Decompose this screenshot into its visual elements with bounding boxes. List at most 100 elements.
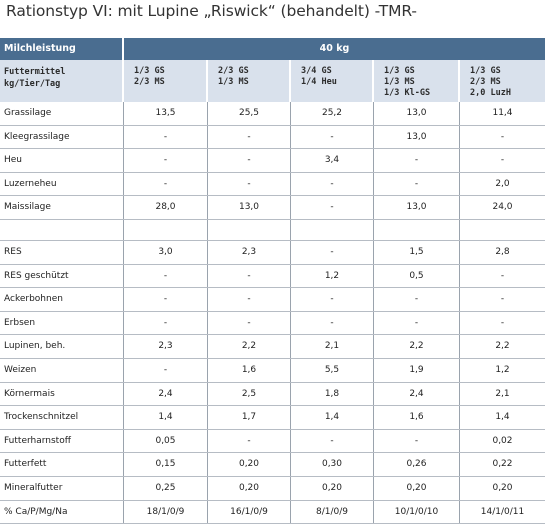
column-header-line: 1/3 GS [134,66,206,77]
header-label-futtermittel: Futtermittel kg/Tier/Tag [0,60,124,102]
spacer-cell [0,220,124,240]
table-cell: 0,20 [208,477,291,500]
ration-table: Milchleistung 40 kg Futtermittel kg/Tier… [0,38,545,524]
row-label: Luzerneheu [0,173,124,196]
row-label: Mineralfutter [0,477,124,500]
table-cell: 3,4 [291,149,374,172]
column-header-5: 1/3 GS 2/3 MS 2,0 LuzH [460,60,545,102]
table-cell: - [374,149,460,172]
table-cell: - [460,265,545,288]
table-cell: - [291,430,374,453]
row-label: Maissilage [0,196,124,219]
table-cell: - [460,126,545,149]
column-header-1: 1/3 GS 2/3 MS [124,60,208,102]
table-cell: - [208,265,291,288]
spacer-row [0,220,545,241]
table-cell: 0,15 [124,453,208,476]
table-cell: - [460,149,545,172]
table-cell: 1,7 [208,406,291,429]
header-row-columns: Futtermittel kg/Tier/Tag 1/3 GS 2/3 MS 2… [0,60,545,102]
table-cell: 13,0 [374,126,460,149]
table-cell: - [374,312,460,335]
table-cell: 1,6 [374,406,460,429]
table-row: % Ca/P/Mg/Na 18/1/0/9 16/1/0/9 8/1/0/9 1… [0,501,545,524]
table-cell: 24,0 [460,196,545,219]
table-row: RES geschützt - - 1,2 0,5 - [0,265,545,289]
header-label-line: kg/Tier/Tag [4,78,122,90]
table-cell: - [124,173,208,196]
table-cell: 1,5 [374,241,460,264]
row-label: Heu [0,149,124,172]
spacer-cell [124,220,208,240]
table-cell: 18/1/0/9 [124,501,208,524]
row-label: Lupinen, beh. [0,335,124,358]
table-cell: 8/1/0/9 [291,501,374,524]
row-label: Körnermais [0,383,124,406]
column-header-line: 2/3 GS [218,66,289,77]
row-label: Trockenschnitzel [0,406,124,429]
table-cell: 13,0 [208,196,291,219]
column-header-line: 1/3 MS [384,77,458,88]
table-row: Maissilage 28,0 13,0 - 13,0 24,0 [0,196,545,220]
table-cell: 1,4 [460,406,545,429]
row-label: % Ca/P/Mg/Na [0,501,124,524]
column-header-line: 1/4 Heu [301,77,372,88]
table-cell: 2,1 [460,383,545,406]
table-cell: 1,4 [124,406,208,429]
table-cell: 0,25 [124,477,208,500]
table-cell: 0,20 [374,477,460,500]
table-cell: 2,2 [460,335,545,358]
row-label: Ackerbohnen [0,288,124,311]
table-row: Luzerneheu - - - - 2,0 [0,173,545,197]
column-header-line: 1/3 MS [218,77,289,88]
table-cell: - [208,312,291,335]
header-value-milchleistung: 40 kg [124,38,545,60]
table-cell: - [208,126,291,149]
table-cell: 1,8 [291,383,374,406]
table-cell: 0,02 [460,430,545,453]
column-header-line: 1/3 GS [470,66,545,77]
table-cell: 0,22 [460,453,545,476]
group-forage: Grassilage 13,5 25,5 25,2 13,0 11,4 Klee… [0,102,545,220]
table-cell: 28,0 [124,196,208,219]
column-header-4: 1/3 GS 1/3 MS 1/3 Kl-GS [374,60,460,102]
table-cell: 2,5 [208,383,291,406]
row-label: Erbsen [0,312,124,335]
column-header-3: 3/4 GS 1/4 Heu [291,60,374,102]
table-cell: - [208,288,291,311]
table-cell: 13,0 [374,196,460,219]
table-row: RES 3,0 2,3 - 1,5 2,8 [0,241,545,265]
table-cell: 2,3 [208,241,291,264]
row-label: Futterharnstoff [0,430,124,453]
table-row: Kleegrassilage - - - 13,0 - [0,126,545,150]
table-cell: 2,3 [124,335,208,358]
spacer-cell [374,220,460,240]
header-label-milchleistung: Milchleistung [0,38,124,60]
row-label: RES geschützt [0,265,124,288]
column-header-line: 3/4 GS [301,66,372,77]
table-cell: - [208,173,291,196]
table-cell: 1,9 [374,359,460,382]
table-cell: - [460,288,545,311]
table-cell: - [291,288,374,311]
header-label-line: Futtermittel [4,66,122,78]
page-title: Rationstyp VI: mit Lupine „Riswick“ (beh… [6,2,417,20]
table-row: Lupinen, beh. 2,3 2,2 2,1 2,2 2,2 [0,335,545,359]
table-row: Heu - - 3,4 - - [0,149,545,173]
table-cell: - [291,126,374,149]
table-cell: - [208,430,291,453]
table-cell: - [124,149,208,172]
table-cell: 11,4 [460,102,545,125]
table-cell: - [208,149,291,172]
table-cell: - [291,173,374,196]
table-cell: 0,30 [291,453,374,476]
table-cell: 3,0 [124,241,208,264]
row-label: Kleegrassilage [0,126,124,149]
table-row: Futterfett 0,15 0,20 0,30 0,26 0,22 [0,453,545,477]
row-label: Weizen [0,359,124,382]
column-header-line: 2/3 MS [470,77,545,88]
column-header-line: 1/3 GS [384,66,458,77]
table-cell: 0,05 [124,430,208,453]
group-concentrates: RES 3,0 2,3 - 1,5 2,8 RES geschützt - - … [0,241,545,524]
table-row: Mineralfutter 0,25 0,20 0,20 0,20 0,20 [0,477,545,501]
